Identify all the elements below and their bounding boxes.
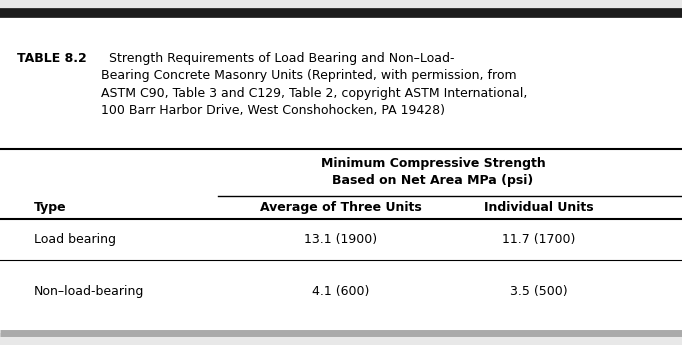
Text: 3.5 (500): 3.5 (500): [510, 285, 567, 298]
Text: Non–load-bearing: Non–load-bearing: [34, 285, 145, 298]
Text: Individual Units: Individual Units: [484, 201, 593, 214]
Text: Load bearing: Load bearing: [34, 233, 116, 246]
Text: Type: Type: [34, 201, 67, 214]
Text: 4.1 (600): 4.1 (600): [312, 285, 370, 298]
Text: Average of Three Units: Average of Three Units: [260, 201, 422, 214]
Text: 11.7 (1700): 11.7 (1700): [502, 233, 576, 246]
Text: Strength Requirements of Load Bearing and Non–Load-
Bearing Concrete Masonry Uni: Strength Requirements of Load Bearing an…: [101, 52, 527, 117]
Text: TABLE 8.2: TABLE 8.2: [17, 52, 87, 65]
Text: Minimum Compressive Strength
Based on Net Area MPa (psi): Minimum Compressive Strength Based on Ne…: [321, 157, 546, 187]
Text: 13.1 (1900): 13.1 (1900): [304, 233, 378, 246]
